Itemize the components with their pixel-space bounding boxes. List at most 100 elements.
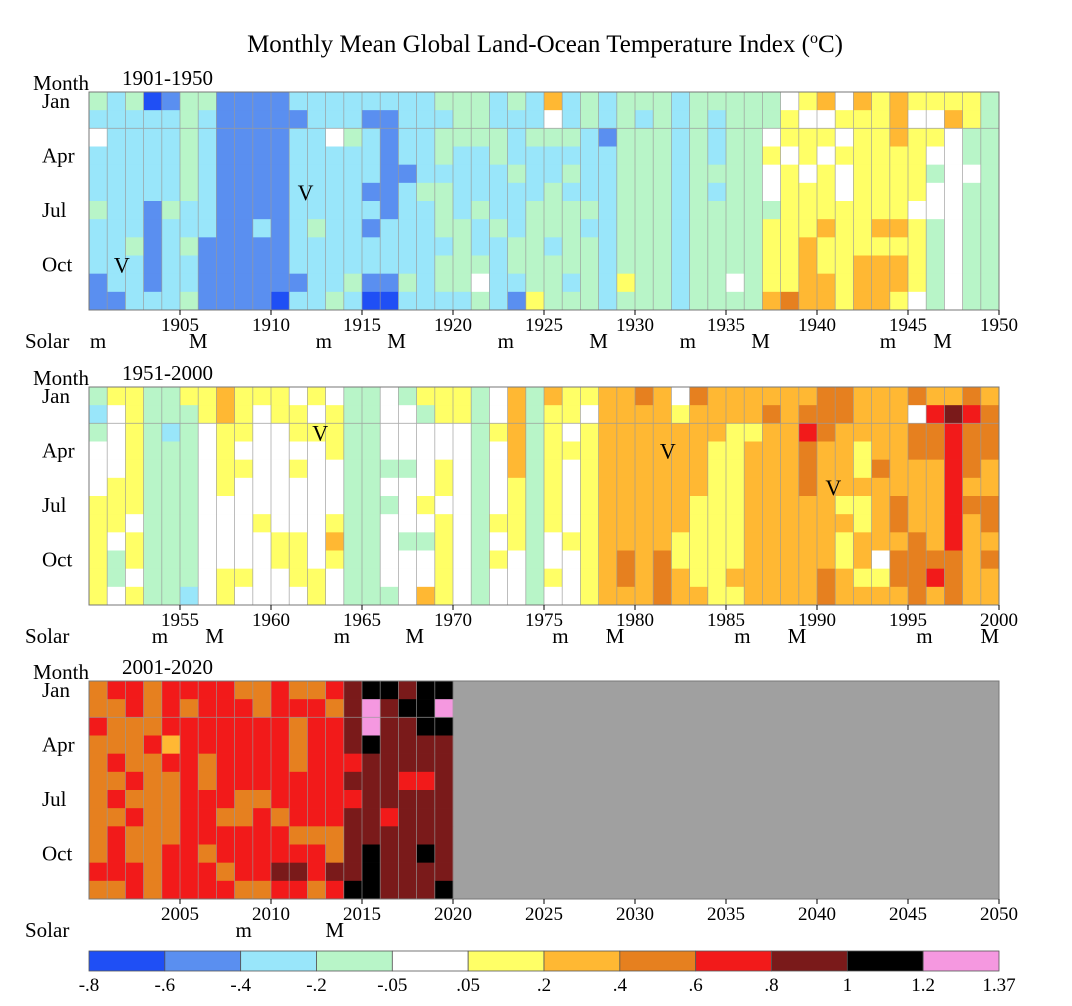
heatmap-cell (234, 550, 254, 569)
heatmap-cell (871, 146, 891, 165)
heatmap-cell (343, 477, 363, 497)
heatmap-cell (598, 387, 618, 406)
heatmap-cell (616, 182, 636, 202)
heatmap-cell (325, 586, 345, 606)
heatmap-cell (89, 808, 108, 827)
heatmap-cell (525, 273, 545, 293)
heatmap-cell (871, 110, 891, 129)
heatmap-cell (653, 219, 672, 238)
heatmap-cell (289, 826, 308, 845)
heatmap-cell (161, 387, 181, 406)
heatmap-cell (107, 808, 126, 827)
heatmap-cell (198, 568, 217, 588)
heatmap-cell (835, 441, 854, 460)
heatmap-cell (835, 423, 854, 442)
heatmap-cell (908, 237, 927, 256)
heatmap-cell (198, 273, 217, 293)
heatmap-cell (635, 550, 654, 569)
heatmap-cell (89, 550, 108, 569)
solar-label: Solar (25, 918, 69, 942)
heatmap-cell (271, 826, 290, 845)
heatmap-cell (671, 291, 690, 311)
heatmap-cell (89, 514, 108, 533)
legend-swatch (771, 950, 848, 972)
volcanic-eruption-marker: V (312, 420, 328, 445)
heatmap-cell (143, 405, 163, 424)
heatmap-cell (762, 496, 781, 515)
heatmap-cell (489, 514, 508, 533)
heatmap-cell (307, 735, 326, 754)
heatmap-cell (343, 532, 363, 551)
heatmap-cell (271, 182, 290, 202)
heatmap-cell (289, 808, 308, 827)
heatmap-cell (707, 128, 727, 147)
heatmap-cell (562, 291, 581, 311)
heatmap-cell (180, 808, 199, 827)
heatmap-cell (216, 826, 235, 845)
heatmap-cell (325, 164, 345, 184)
heatmap-cell (307, 862, 326, 882)
heatmap-cell (289, 405, 308, 424)
heatmap-cell (507, 273, 527, 293)
heatmap-cell (853, 496, 872, 515)
heatmap-cell (416, 182, 436, 202)
heatmap-cell (980, 477, 1000, 497)
heatmap-cell (252, 164, 272, 184)
heatmap-cell (889, 219, 909, 238)
heatmap-cell (216, 219, 235, 238)
heatmap-cell (180, 880, 199, 900)
heatmap-cell (362, 291, 381, 311)
heatmap-cell (161, 423, 181, 442)
heatmap-cell (908, 387, 927, 406)
heatmap-cell (234, 862, 254, 882)
heatmap-cell (180, 146, 199, 165)
heatmap-cell (871, 423, 891, 442)
heatmap-cell (889, 164, 909, 184)
heatmap-cell (380, 459, 399, 479)
heatmap-cell (944, 441, 963, 460)
heatmap-cell (398, 110, 417, 129)
heatmap-cell (780, 586, 800, 606)
heatmap-cell (161, 237, 181, 256)
heatmap-cell (180, 477, 199, 497)
heatmap-cell (871, 164, 891, 184)
heatmap-cell (416, 405, 436, 424)
heatmap-cell (89, 771, 108, 791)
heatmap-cell (635, 182, 654, 202)
heatmap-cell (671, 477, 690, 497)
heatmap-cell (507, 219, 527, 238)
heatmap-cell (707, 182, 727, 202)
heatmap-cell (908, 182, 927, 202)
heatmap-cell (216, 880, 235, 900)
heatmap-cell (143, 514, 163, 533)
heatmap-cell (380, 862, 399, 882)
heatmap-cell (889, 586, 909, 606)
heatmap-cell (889, 92, 909, 111)
heatmap-cell (471, 441, 490, 460)
heatmap-cell (161, 514, 181, 533)
heatmap-cell (216, 291, 235, 311)
heatmap-cell (889, 128, 909, 147)
heatmap-cell (307, 387, 326, 406)
heatmap-cell (525, 568, 545, 588)
heatmap-cell (307, 717, 326, 736)
heatmap-cell (471, 201, 490, 220)
heatmap-cell (944, 291, 963, 311)
heatmap-cell (744, 182, 763, 202)
heatmap-cell (507, 128, 527, 147)
heatmap-cell (980, 459, 1000, 479)
heatmap-cell (871, 387, 891, 406)
heatmap-cell (562, 146, 581, 165)
year-tick-label: 2005 (161, 904, 199, 925)
heatmap-cell (380, 699, 399, 718)
heatmap-cell (143, 441, 163, 460)
heatmap-cell (598, 405, 618, 424)
heatmap-cell (835, 182, 854, 202)
heatmap-cell (544, 146, 563, 165)
heatmap-cell (398, 146, 417, 165)
heatmap-cell (289, 514, 308, 533)
heatmap-cell (780, 550, 800, 569)
heatmap-cell (161, 110, 181, 129)
heatmap-cell (125, 92, 144, 111)
heatmap-cell (289, 201, 308, 220)
